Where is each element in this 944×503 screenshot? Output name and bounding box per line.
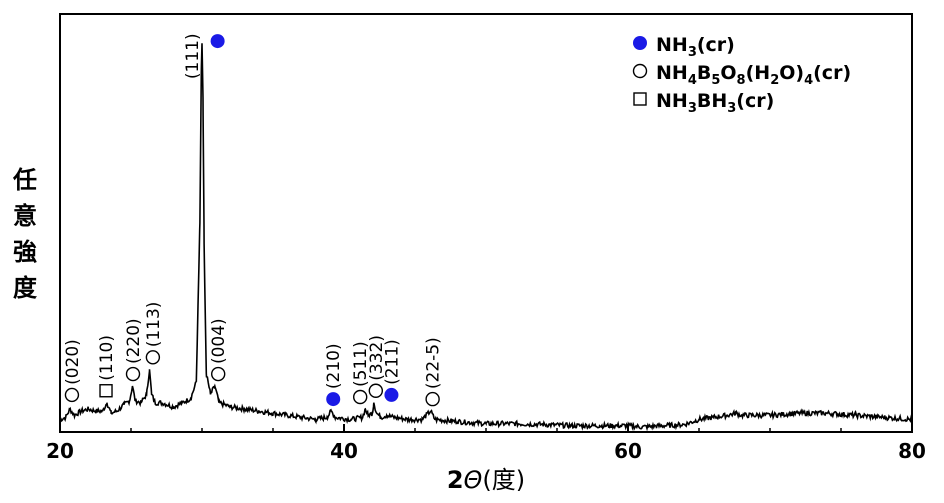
peak-annotation: (004) bbox=[209, 318, 229, 382]
legend-entry: NH3BH3(cr) bbox=[633, 90, 774, 116]
peak-label: (211) bbox=[382, 339, 402, 385]
peak-label: (511) bbox=[351, 341, 371, 387]
peak-label: (111) bbox=[183, 33, 203, 79]
peak-label: (22-5) bbox=[424, 337, 444, 389]
x-tick-label: 80 bbox=[898, 439, 926, 463]
x-tick-label: 60 bbox=[614, 439, 642, 463]
peak-marker bbox=[326, 392, 341, 407]
peak-label: (004) bbox=[209, 318, 229, 364]
y-axis-title-char: 強 bbox=[13, 238, 37, 266]
peak-marker bbox=[125, 366, 141, 382]
peak-marker bbox=[353, 389, 368, 405]
peak-annotation: (22-5) bbox=[424, 337, 444, 407]
legend-marker bbox=[632, 63, 648, 79]
peak-marker bbox=[99, 384, 113, 398]
legend-entry: NH3(cr) bbox=[633, 34, 735, 60]
peak-label: (113) bbox=[144, 302, 164, 348]
y-axis-title-char: 度 bbox=[13, 274, 38, 302]
peak-marker bbox=[64, 387, 80, 403]
peak-annotation: (511) bbox=[351, 341, 371, 405]
peak-label: (110) bbox=[97, 335, 117, 381]
peak-marker bbox=[425, 391, 440, 407]
peak-annotation: (113) bbox=[144, 302, 164, 365]
peak-marker bbox=[210, 34, 225, 49]
legend-label: NH3BH3(cr) bbox=[656, 90, 774, 116]
peak-label: (332) bbox=[367, 335, 387, 381]
peak-label: (220) bbox=[124, 318, 144, 364]
x-axis-title: 2Θ(度) bbox=[447, 466, 525, 494]
legend-entry: NH4B5O8(H2O)4(cr) bbox=[632, 62, 851, 88]
peak-marker bbox=[384, 387, 399, 402]
peak-annotation: (332) bbox=[367, 335, 387, 398]
xrd-pattern-line bbox=[59, 43, 913, 432]
y-axis-title-char: 任 bbox=[12, 166, 37, 194]
x-tick-label: 40 bbox=[330, 439, 358, 463]
peak-label: (020) bbox=[63, 339, 83, 385]
peak-marker bbox=[145, 350, 161, 365]
peak-marker bbox=[368, 383, 384, 398]
peak-label: (210) bbox=[324, 343, 344, 389]
peak-annotation: (110) bbox=[97, 335, 117, 398]
peak-annotation: (020) bbox=[63, 339, 83, 403]
x-tick-label: 20 bbox=[46, 439, 74, 463]
peak-annotation: (111) bbox=[183, 33, 225, 79]
legend-label: NH3(cr) bbox=[656, 34, 735, 60]
legend-marker bbox=[633, 36, 647, 50]
peak-annotation: (210) bbox=[324, 343, 344, 407]
legend-label: NH4B5O8(H2O)4(cr) bbox=[656, 62, 851, 88]
peak-marker bbox=[210, 366, 226, 382]
y-axis-title-char: 意 bbox=[13, 202, 37, 230]
peak-annotation: (211) bbox=[382, 339, 402, 402]
peak-annotation: (220) bbox=[124, 318, 144, 382]
legend-marker bbox=[633, 92, 647, 106]
